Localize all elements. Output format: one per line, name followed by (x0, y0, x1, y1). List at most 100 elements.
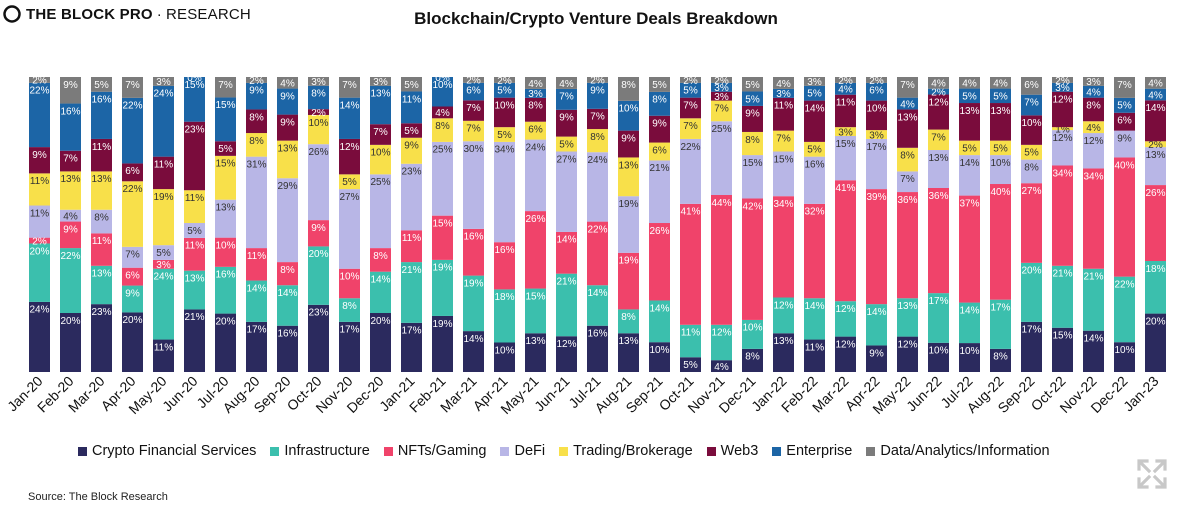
data-label: 9% (590, 86, 605, 97)
data-label: 4% (63, 211, 78, 222)
data-label: 16% (494, 245, 514, 256)
data-label: 32% (804, 207, 824, 218)
data-label: 22% (1114, 279, 1134, 290)
bar-segment-data-analytics-information (928, 77, 949, 89)
bar-segment-data-analytics-information (1145, 77, 1166, 89)
legend-item: Trading/Brokerage (559, 443, 693, 459)
bar-segment-defi (308, 144, 329, 221)
data-label: 7% (776, 133, 791, 144)
data-label: 13% (773, 336, 793, 347)
bar-segment-defi (990, 155, 1011, 185)
data-label: 10% (494, 100, 514, 111)
bar-segment-crypto-financial-services (370, 313, 391, 372)
data-label: 4% (776, 79, 791, 90)
data-label: 13% (928, 153, 948, 164)
data-label: 7% (931, 132, 946, 143)
bar-segment-defi (339, 189, 360, 269)
bar-segment-crypto-financial-services (463, 331, 484, 372)
data-label: 13% (990, 106, 1010, 117)
bar-segment-enterprise (618, 100, 639, 131)
data-label: 5% (962, 91, 977, 102)
bar-segment-trading-brokerage (897, 147, 918, 172)
bar-segment-defi (153, 245, 174, 260)
data-label: 8% (1086, 100, 1101, 111)
bar-segment-data-analytics-information (1021, 77, 1042, 95)
data-label: 16% (91, 95, 111, 106)
data-label: 5% (683, 86, 698, 97)
bar-segment-infrastructure (1114, 276, 1135, 343)
bar-segment-infrastructure (804, 298, 825, 340)
data-label: 10% (370, 148, 390, 159)
data-label: 9% (280, 117, 295, 128)
bar-segment-crypto-financial-services (773, 333, 794, 372)
bar-segment-nfts-gaming (122, 267, 143, 286)
data-label: 14% (370, 275, 390, 286)
data-label: 8% (621, 80, 636, 91)
data-label: 13% (897, 112, 917, 123)
bar-segment-infrastructure (339, 298, 360, 322)
data-label: 10% (432, 80, 452, 91)
bar-segment-defi (680, 138, 701, 204)
data-label: 24% (153, 89, 173, 100)
bar-segment-infrastructure (866, 304, 887, 346)
data-label: 16% (215, 270, 235, 281)
bar-segment-trading-brokerage (60, 171, 81, 210)
bar-segment-defi (1083, 133, 1104, 169)
data-label: 11% (185, 241, 204, 252)
bar-segment-defi (742, 155, 763, 199)
data-label: 11% (836, 98, 855, 109)
data-label: 5% (1024, 148, 1039, 159)
bar-segment-enterprise (401, 91, 422, 124)
bar-segment-web3 (649, 115, 670, 143)
data-label: 9% (249, 86, 264, 97)
data-label: 30% (463, 144, 483, 155)
bar-segment-trading-brokerage (649, 142, 670, 161)
bar-segment-infrastructure (308, 246, 329, 305)
bar-segment-data-analytics-information (370, 77, 391, 86)
data-label: 9% (280, 91, 295, 102)
bar-segment-enterprise (1114, 97, 1135, 113)
data-label: 15% (742, 158, 762, 169)
data-label: 5% (218, 144, 233, 155)
bar-segment-data-analytics-information (60, 77, 81, 104)
data-label: 13% (959, 106, 979, 117)
data-label: 3% (807, 77, 822, 88)
bar-segment-defi (277, 178, 298, 263)
data-label: 15% (525, 291, 545, 302)
data-label: 1% (1055, 124, 1070, 135)
bar-segment-enterprise (928, 88, 949, 95)
bar-segment-crypto-financial-services (1083, 330, 1104, 372)
bar-segment-crypto-financial-services (897, 336, 918, 372)
bar-segment-defi (463, 141, 484, 229)
bar-segment-enterprise (432, 77, 453, 107)
data-label: 8% (590, 132, 605, 143)
data-label: 41% (835, 183, 855, 194)
data-label: 14% (866, 307, 886, 318)
bar-segment-defi (928, 150, 949, 188)
expand-icon[interactable] (1134, 456, 1170, 492)
data-label: 5% (993, 91, 1008, 102)
bar-segment-enterprise (897, 97, 918, 110)
data-label: 13% (91, 174, 111, 185)
data-label: 13% (1145, 150, 1165, 161)
x-tick-label: Jun-22 (903, 373, 945, 415)
data-label: 9% (745, 109, 760, 120)
data-label: 4% (435, 108, 450, 119)
data-label: 39% (866, 192, 886, 203)
data-label: 16% (804, 159, 824, 170)
bar-segment-crypto-financial-services (91, 304, 112, 372)
bar-segment-web3 (1114, 112, 1135, 131)
bar-segment-nfts-gaming (494, 242, 515, 290)
bar-segment-data-analytics-information (215, 77, 236, 98)
bar-segment-nfts-gaming (866, 189, 887, 305)
data-label: 5% (745, 80, 760, 91)
data-label: 12% (928, 97, 948, 108)
bar-segment-nfts-gaming (246, 248, 267, 281)
bar-segment-enterprise (153, 85, 174, 157)
bar-segment-trading-brokerage (959, 140, 980, 156)
legend-label: Data/Analytics/Information (880, 443, 1050, 459)
bar-segment-crypto-financial-services (928, 342, 949, 372)
bar-segment-nfts-gaming (1083, 168, 1104, 269)
bar-segment-data-analytics-information (866, 77, 887, 83)
bar-segment-crypto-financial-services (618, 333, 639, 372)
